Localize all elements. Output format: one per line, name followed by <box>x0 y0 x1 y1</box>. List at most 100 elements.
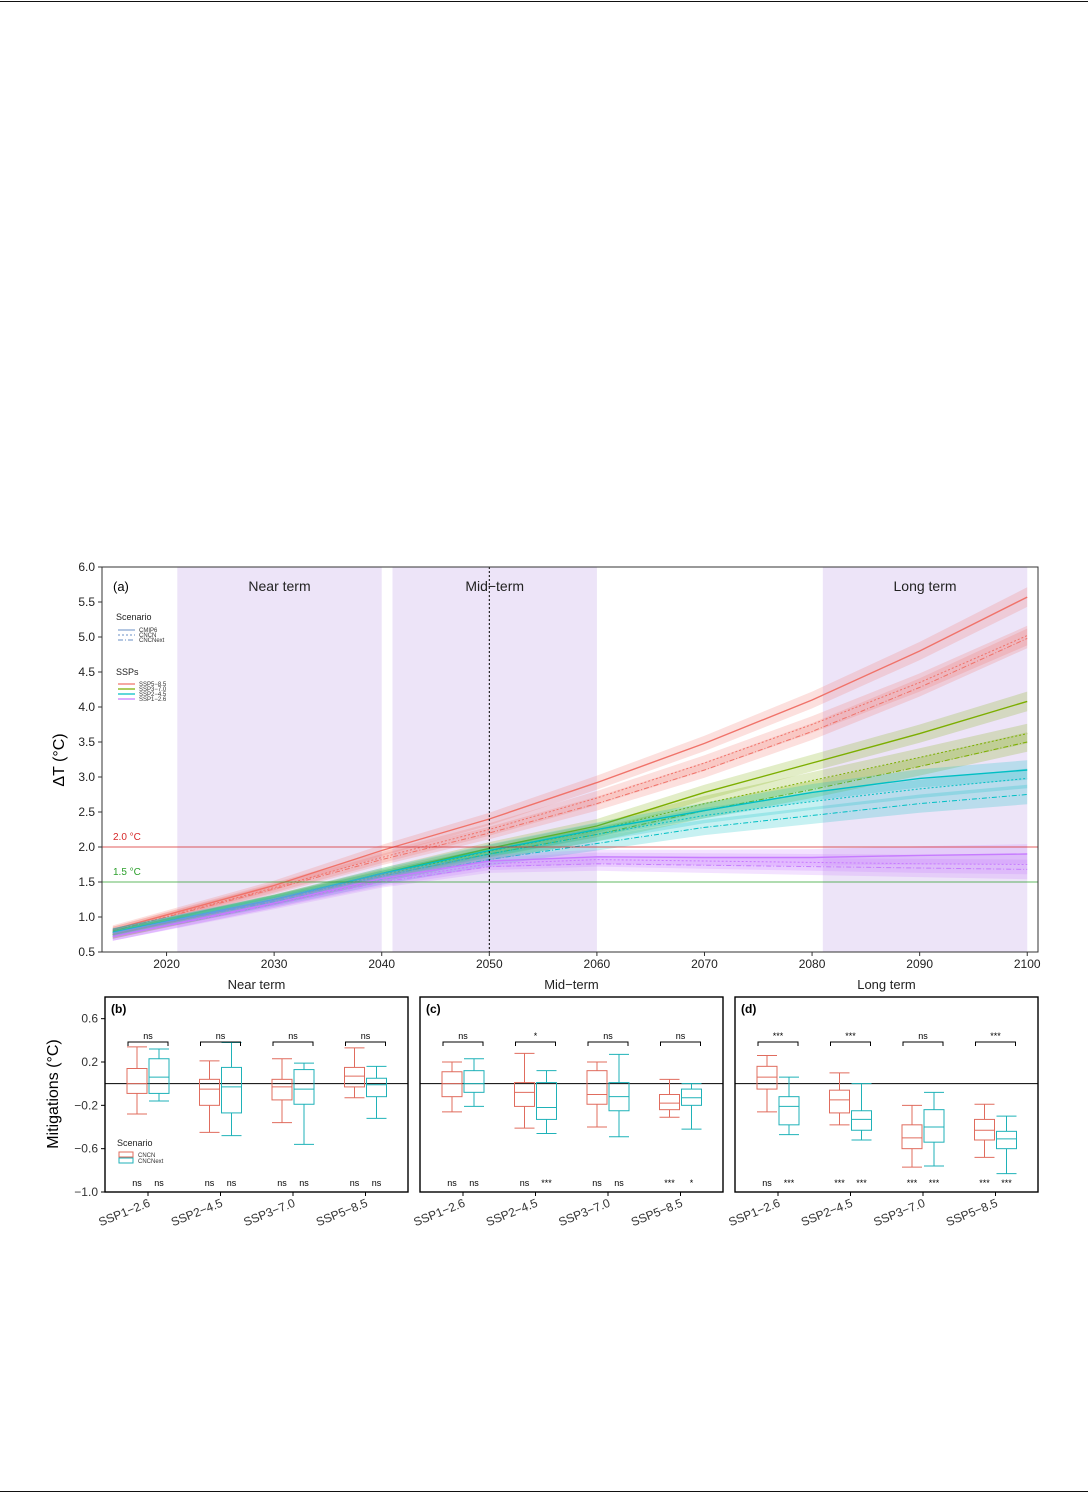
period-bands: Near term Mid−term Long term <box>177 567 1028 952</box>
box-cncnext <box>681 1088 702 1106</box>
top-rule <box>0 1 1088 2</box>
box-cncn <box>344 1066 365 1088</box>
series-band-2 <box>112 628 1028 936</box>
sig-bottom: ns <box>350 1178 360 1188</box>
box-panels-ylabel: Mitigations (°C) <box>45 1039 62 1149</box>
box-panel-frame-2 <box>734 996 1039 1193</box>
sig-top: * <box>534 1031 538 1041</box>
sig-bottom: ns <box>154 1178 164 1188</box>
y-tick-label-6: 3.5 <box>78 735 95 749</box>
sig-bracket <box>757 1041 799 1046</box>
category-label: SSP5−8.5 <box>314 1196 370 1229</box>
box-cncn <box>441 1071 463 1098</box>
box-cncnext <box>148 1058 170 1094</box>
box-cncnext <box>778 1096 800 1126</box>
box-panel-label-2: (d) <box>741 1002 756 1016</box>
box-cncn <box>659 1094 680 1111</box>
sig-bottom: ns <box>592 1178 602 1188</box>
sig-top: ns <box>458 1031 468 1041</box>
box-cncn <box>756 1065 778 1090</box>
box-legend-label-1: CNCNext <box>138 1159 164 1165</box>
panel-a: Near term Mid−term Long term 2.0 °C1.5 °C … <box>51 560 1041 971</box>
threshold-label-0: 2.0 °C <box>113 832 141 843</box>
box-panel-2: Long term(d)ns ******SSP1−2.6*** ******SSP… <box>726 977 1039 1229</box>
category-label: SSP1−2.6 <box>726 1196 782 1229</box>
box-panel-frame-1 <box>419 996 724 1193</box>
box-y-tick-label-2: −0.2 <box>74 1098 98 1112</box>
sig-bottom: ns <box>372 1178 382 1188</box>
box-legend-key-1 <box>118 1157 134 1164</box>
x-tick-label-2: 2040 <box>368 957 395 971</box>
box-cncn <box>514 1082 535 1107</box>
series-line-7 <box>112 777 1028 933</box>
sig-bottom: ns <box>447 1178 457 1188</box>
y-tick-label-9: 5.0 <box>78 630 95 644</box>
sig-bracket <box>127 1041 169 1046</box>
box-panel-title-2: Long term <box>857 977 916 992</box>
y-tick-label-4: 2.5 <box>78 805 95 819</box>
series-line-2 <box>112 637 1028 932</box>
box-panel-frame-0 <box>104 996 409 1193</box>
box-cncnext <box>221 1066 242 1114</box>
box-cncnext <box>366 1077 387 1098</box>
sig-bottom: *** <box>929 1178 940 1188</box>
box-cncn <box>829 1089 850 1114</box>
legend-scenario-title: Scenario <box>116 612 152 622</box>
series-band-10 <box>112 852 1028 941</box>
box-panel-label-1: (c) <box>426 1002 441 1016</box>
box-cncnext <box>463 1070 485 1093</box>
box-cncn <box>271 1078 293 1101</box>
reference-lines: 2.0 °C 1.5 °C <box>102 567 1038 952</box>
sig-top: ns <box>361 1031 371 1041</box>
legend-ssp-label-3: SSP1−2.6 <box>139 697 167 703</box>
sig-bottom: *** <box>856 1178 867 1188</box>
legend-scenario-label-2: CNCNext <box>139 638 165 644</box>
y-tick-label-3: 2.0 <box>78 840 95 854</box>
series-band-1 <box>112 625 1028 936</box>
box-legend-key-0 <box>118 1151 134 1158</box>
sig-bottom: * <box>690 1178 694 1188</box>
sig-top: ns <box>918 1031 928 1041</box>
y-tick-label-2: 1.5 <box>78 875 95 889</box>
box-panel-label-0: (b) <box>111 1002 126 1016</box>
y-tick-label-8: 4.5 <box>78 665 95 679</box>
threshold-label-1: 1.5 °C <box>113 867 141 878</box>
category-label: SSP1−2.6 <box>96 1196 152 1229</box>
period-label-2: Long term <box>894 578 957 594</box>
category-label: SSP5−8.5 <box>944 1196 1000 1229</box>
legend-scenario-label-1: CNCN <box>139 633 156 639</box>
category-label: SSP2−4.5 <box>169 1196 225 1229</box>
series-line-1 <box>112 635 1028 932</box>
sig-bracket <box>660 1041 701 1046</box>
period-band-2 <box>822 567 1028 952</box>
category-label: SSP3−7.0 <box>871 1196 927 1229</box>
category-label: SSP2−4.5 <box>484 1196 540 1229</box>
sig-top: ns <box>143 1031 153 1041</box>
box-legend-title: Scenario <box>117 1138 153 1148</box>
sig-bottom: *** <box>1001 1178 1012 1188</box>
sig-bracket <box>515 1041 556 1046</box>
sig-bottom: ns <box>520 1178 530 1188</box>
period-label-0: Near term <box>248 578 310 594</box>
series-band-9 <box>112 844 1028 941</box>
x-tick-label-3: 2050 <box>476 957 503 971</box>
panel-a-frame <box>101 566 1039 953</box>
category-label: SSP1−2.6 <box>411 1196 467 1229</box>
series-lines <box>112 587 1028 941</box>
x-tick-label-8: 2100 <box>1014 957 1041 971</box>
sig-bottom: *** <box>907 1178 918 1188</box>
y-tick-label-10: 5.5 <box>78 595 95 609</box>
box-y-tick-label-1: 0.2 <box>81 1055 98 1069</box>
box-y-tick-label-4: −1.0 <box>74 1185 98 1199</box>
x-tick-label-5: 2070 <box>691 957 718 971</box>
category-label: SSP2−4.5 <box>799 1196 855 1229</box>
sig-bottom: ns <box>299 1178 309 1188</box>
sig-top: ns <box>288 1031 298 1041</box>
sig-bracket <box>345 1041 386 1046</box>
series-line-11 <box>112 863 1028 938</box>
series-line-6 <box>112 769 1028 934</box>
